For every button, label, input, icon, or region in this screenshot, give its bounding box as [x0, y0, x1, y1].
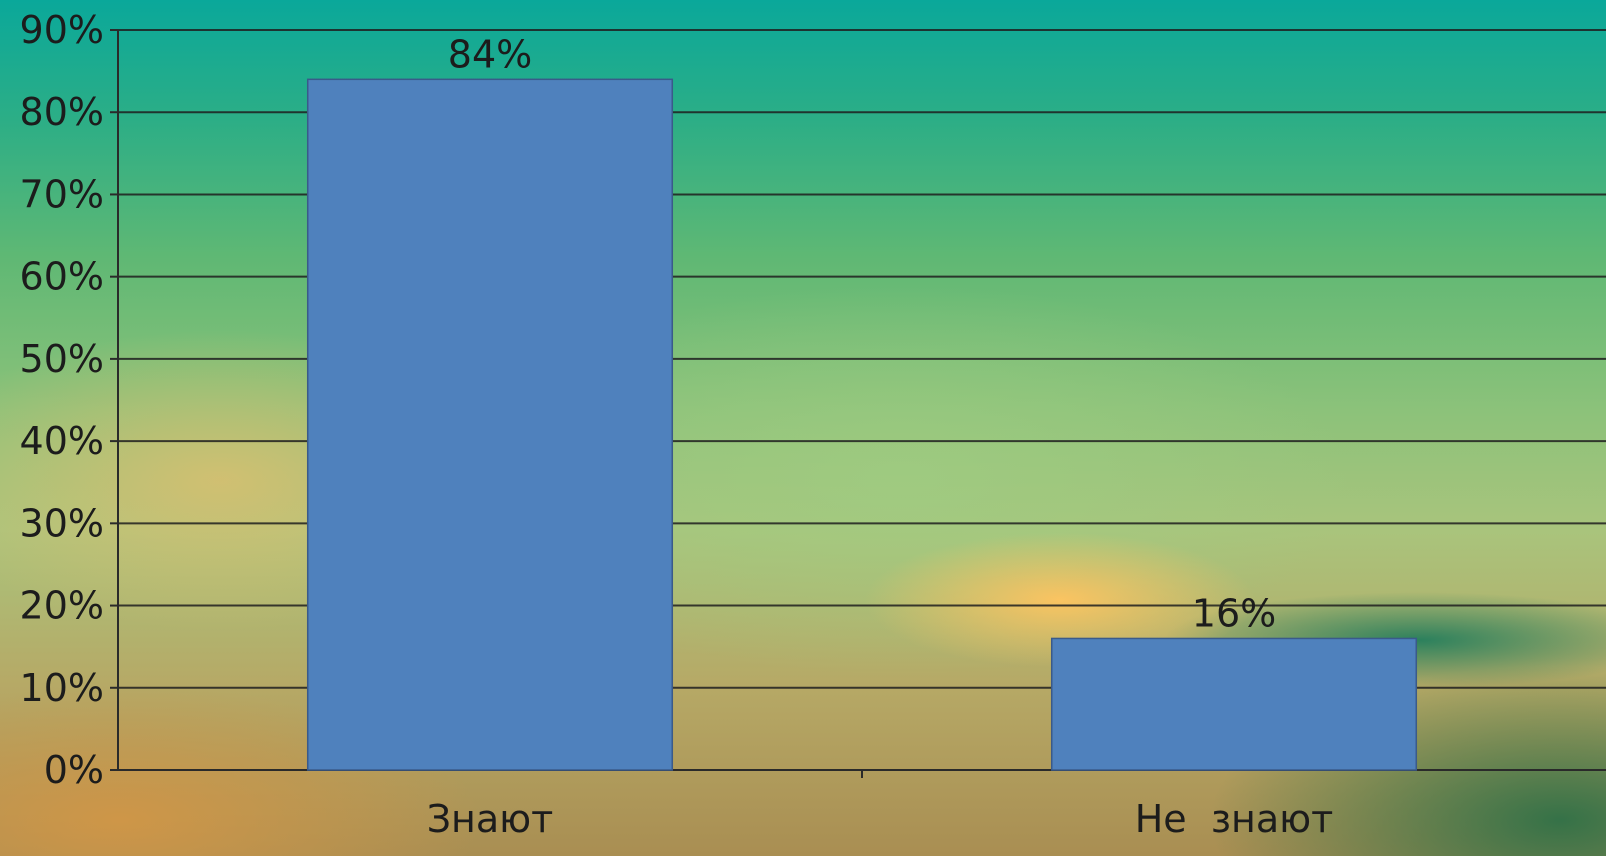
y-tick-label: 50%	[20, 337, 104, 381]
bar-0	[306, 78, 674, 771]
y-tick-label: 20%	[20, 584, 104, 628]
y-tick-label: 40%	[20, 419, 104, 463]
bar-1	[1050, 637, 1418, 771]
y-tick-label: 10%	[20, 666, 104, 710]
y-tick-label: 0%	[44, 748, 104, 792]
data-label: 16%	[1192, 591, 1276, 635]
y-tick-label: 60%	[20, 255, 104, 299]
category-label: Знают	[427, 797, 554, 841]
data-label: 84%	[448, 32, 532, 76]
y-tick-label: 80%	[20, 90, 104, 134]
y-tick-label: 30%	[20, 501, 104, 545]
category-label: Не знают	[1135, 797, 1334, 841]
y-tick-label: 90%	[20, 8, 104, 52]
y-tick-label: 70%	[20, 172, 104, 216]
